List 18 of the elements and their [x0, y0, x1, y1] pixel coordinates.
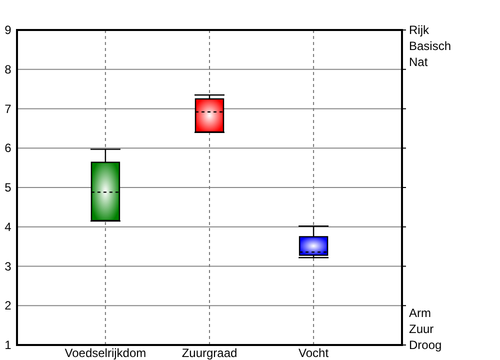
text: Zuur — [409, 322, 434, 336]
y-tick-label: 9 — [4, 23, 12, 37]
text: Arm — [409, 306, 431, 320]
text: Droog — [409, 338, 442, 352]
text: Basisch — [409, 39, 452, 53]
x-tick-label: Voedselrijkdom — [64, 346, 146, 360]
text: Rijk — [409, 23, 430, 37]
y-tick-label: 6 — [4, 141, 12, 156]
y-tick-label: 1 — [4, 338, 12, 352]
text: Nat — [409, 55, 428, 69]
x-tick-label: Zuurgraad — [182, 346, 238, 360]
y-tick-label: 8 — [4, 62, 12, 76]
x-tick-label: Vocht — [298, 346, 330, 360]
y-tick-label: 4 — [4, 220, 12, 234]
y-tick-label: 5 — [4, 180, 12, 194]
y-tick-label: 2 — [4, 298, 12, 313]
y-tick-label: 7 — [4, 102, 12, 116]
y-tick-label: 3 — [4, 259, 12, 274]
